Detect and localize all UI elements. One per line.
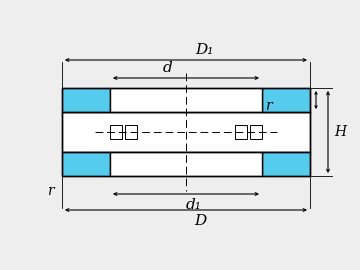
Bar bbox=[62, 152, 110, 176]
Bar bbox=[125, 125, 137, 139]
Bar bbox=[110, 152, 262, 176]
Bar bbox=[62, 88, 310, 176]
Text: r: r bbox=[265, 99, 272, 113]
Text: r: r bbox=[48, 184, 54, 198]
Text: D₁: D₁ bbox=[195, 43, 213, 57]
Bar bbox=[62, 88, 110, 112]
Bar bbox=[262, 88, 310, 112]
Bar bbox=[62, 112, 310, 152]
Bar bbox=[110, 125, 122, 139]
Bar bbox=[262, 152, 310, 176]
Text: H: H bbox=[334, 125, 346, 139]
Text: d: d bbox=[163, 61, 173, 75]
Bar bbox=[110, 88, 262, 112]
Bar bbox=[235, 125, 247, 139]
Text: d₁: d₁ bbox=[186, 198, 202, 212]
Text: D: D bbox=[194, 214, 206, 228]
Bar bbox=[250, 125, 262, 139]
